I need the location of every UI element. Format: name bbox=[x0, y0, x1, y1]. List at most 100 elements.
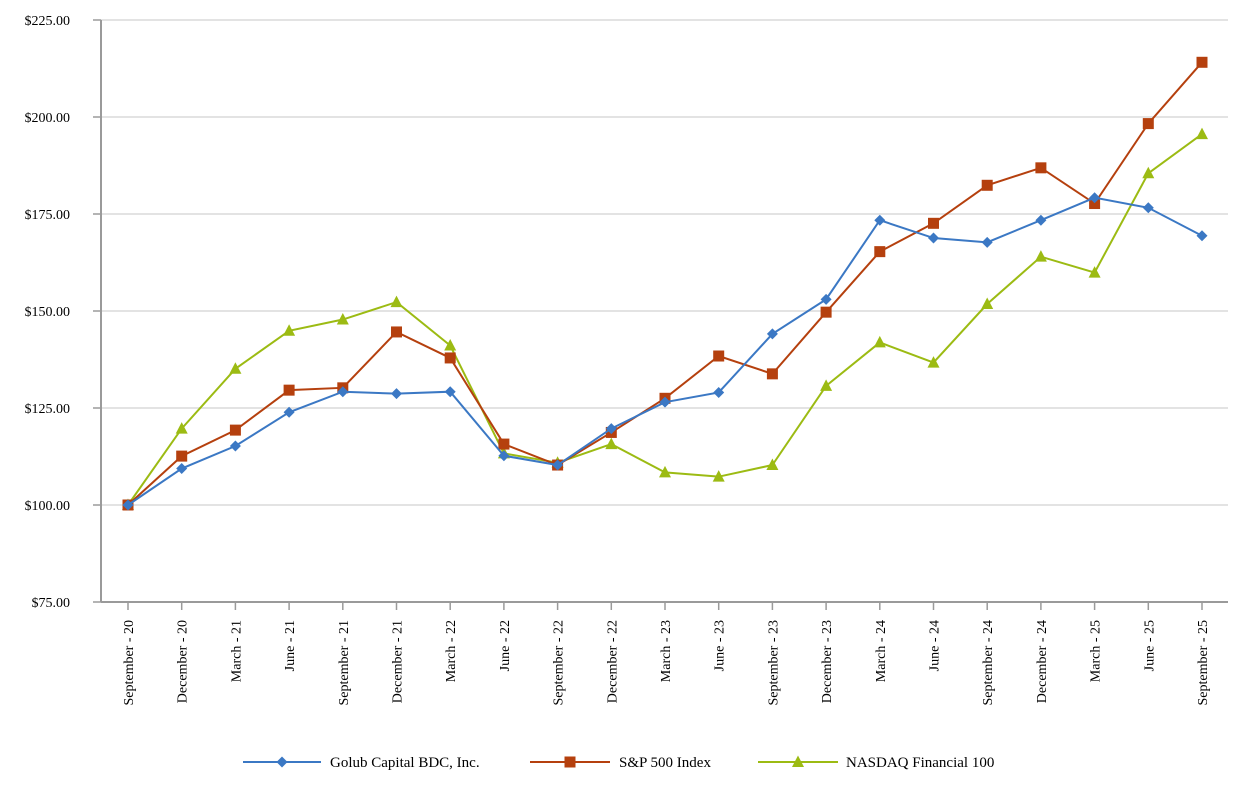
x-tick-label: March - 22 bbox=[444, 620, 459, 682]
data-point-triangle bbox=[283, 324, 296, 336]
data-point-square bbox=[820, 306, 832, 318]
x-tick-label: December - 22 bbox=[605, 620, 620, 703]
data-point-square bbox=[229, 424, 241, 436]
data-point-diamond bbox=[337, 386, 349, 398]
data-point-diamond bbox=[229, 440, 241, 452]
data-point-triangle bbox=[444, 339, 457, 351]
series-line bbox=[127, 196, 1203, 506]
data-point-diamond bbox=[713, 386, 725, 398]
data-point-square bbox=[176, 450, 188, 462]
data-point-diamond bbox=[981, 236, 993, 248]
data-point-square bbox=[1035, 162, 1047, 174]
data-point-triangle bbox=[792, 755, 804, 767]
data-point-diamond bbox=[552, 459, 564, 471]
data-point-diamond bbox=[928, 232, 939, 244]
x-tick-label: June - 23 bbox=[713, 620, 728, 671]
data-point-diamond bbox=[444, 386, 456, 398]
data-point-square bbox=[1142, 118, 1154, 130]
data-point-diamond bbox=[605, 423, 617, 435]
data-point-diamond bbox=[391, 388, 402, 400]
data-point-square bbox=[874, 246, 886, 258]
data-point-diamond bbox=[766, 328, 778, 340]
series-s-p-500-index bbox=[122, 56, 1208, 511]
series-nasdaq-financial-100 bbox=[122, 127, 1208, 510]
x-tick-label: March - 25 bbox=[1089, 620, 1104, 682]
y-tick-label: $150.00 bbox=[25, 305, 71, 320]
legend-item: S&P 500 Index bbox=[530, 755, 711, 771]
x-tick-label: June - 24 bbox=[928, 620, 943, 671]
data-point-triangle bbox=[820, 379, 833, 391]
data-point-triangle bbox=[605, 437, 618, 450]
data-point-square bbox=[1089, 198, 1101, 210]
data-point-square bbox=[766, 368, 778, 380]
x-tick-label: September - 23 bbox=[766, 620, 781, 706]
series-golub-capital-bdc-inc bbox=[122, 192, 1208, 511]
x-axis-ticks: September - 20 December - 20 March - 21 Jun… bbox=[122, 602, 1211, 706]
data-point-triangle bbox=[659, 465, 671, 478]
legend: Golub Capital BDC, Inc. S&P 500 Index NASD… bbox=[243, 755, 994, 771]
data-point-triangle bbox=[390, 295, 403, 308]
series-line bbox=[127, 133, 1203, 506]
data-point-diamond bbox=[1196, 230, 1208, 242]
data-point-square bbox=[564, 756, 576, 768]
data-point-diamond bbox=[276, 756, 288, 768]
data-point-diamond bbox=[283, 406, 295, 418]
data-point-triangle bbox=[1142, 166, 1155, 179]
y-tick-label: $125.00 bbox=[25, 402, 71, 417]
data-point-square bbox=[981, 179, 993, 191]
data-series bbox=[122, 56, 1208, 511]
x-tick-label: March - 24 bbox=[874, 620, 889, 682]
data-point-square bbox=[444, 352, 456, 364]
x-tick-label: September - 20 bbox=[122, 620, 137, 706]
data-point-triangle bbox=[766, 458, 779, 471]
data-point-triangle bbox=[927, 356, 940, 368]
legend-label: S&P 500 Index bbox=[619, 755, 711, 771]
y-tick-label: $175.00 bbox=[25, 208, 71, 223]
y-tick-label: $100.00 bbox=[25, 499, 71, 514]
data-point-diamond bbox=[820, 293, 832, 305]
data-point-square bbox=[498, 438, 510, 450]
data-point-triangle bbox=[1034, 250, 1047, 262]
legend-label: Golub Capital BDC, Inc. bbox=[330, 755, 480, 771]
x-tick-label: December - 24 bbox=[1035, 620, 1050, 703]
data-point-diamond bbox=[176, 463, 188, 475]
x-tick-label: September - 24 bbox=[981, 620, 996, 706]
y-axis-ticks: $75.00 $100.00 $125.00 $150.00 $175.00 $200.0… bbox=[25, 14, 101, 611]
data-point-diamond bbox=[659, 396, 671, 408]
data-point-diamond bbox=[498, 450, 510, 462]
x-tick-label: December - 23 bbox=[820, 620, 835, 703]
data-point-diamond bbox=[1035, 214, 1047, 226]
series-line bbox=[127, 61, 1203, 506]
data-point-triangle bbox=[175, 422, 188, 434]
data-point-triangle bbox=[229, 362, 242, 374]
data-point-diamond bbox=[122, 499, 134, 511]
data-point-square bbox=[391, 326, 402, 338]
x-tick-label: June - 25 bbox=[1142, 620, 1157, 671]
legend-item: NASDAQ Financial 100 bbox=[758, 755, 994, 771]
x-tick-label: December - 21 bbox=[391, 620, 406, 703]
data-point-diamond bbox=[1142, 202, 1154, 214]
x-tick-label: September - 21 bbox=[337, 620, 352, 706]
x-tick-label: September - 22 bbox=[552, 620, 567, 706]
legend-label: NASDAQ Financial 100 bbox=[846, 755, 994, 771]
data-point-square bbox=[928, 217, 939, 229]
data-point-square bbox=[283, 384, 295, 396]
data-point-triangle bbox=[873, 335, 886, 348]
data-point-triangle bbox=[336, 313, 349, 325]
data-point-square bbox=[1196, 56, 1208, 68]
data-point-diamond bbox=[874, 214, 886, 226]
y-tick-label: $75.00 bbox=[32, 596, 71, 611]
legend-item: Golub Capital BDC, Inc. bbox=[243, 755, 480, 771]
x-tick-label: June - 21 bbox=[283, 620, 298, 671]
data-point-square bbox=[713, 350, 725, 362]
data-point-triangle bbox=[1088, 266, 1101, 278]
x-tick-label: March - 23 bbox=[659, 620, 674, 682]
y-tick-label: $200.00 bbox=[25, 111, 71, 126]
y-tick-label: $225.00 bbox=[25, 14, 71, 29]
x-tick-label: December - 20 bbox=[176, 620, 191, 703]
data-point-diamond bbox=[1089, 192, 1101, 204]
data-point-triangle bbox=[1196, 127, 1208, 140]
x-tick-label: June - 22 bbox=[498, 620, 513, 671]
x-tick-label: September - 25 bbox=[1196, 620, 1211, 706]
